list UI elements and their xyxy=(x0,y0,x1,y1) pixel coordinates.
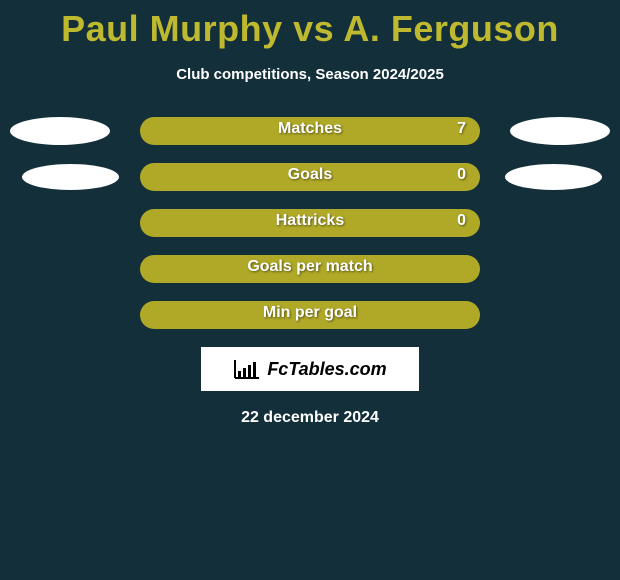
date-text: 22 december 2024 xyxy=(0,409,620,427)
stat-row-mpg: Min per goal xyxy=(0,301,620,329)
bar-chart-icon xyxy=(233,358,261,380)
stat-row-goals: Goals 0 xyxy=(0,163,620,191)
stat-row-hattricks: Hattricks 0 xyxy=(0,209,620,237)
stat-bar: Min per goal xyxy=(140,301,480,329)
stat-label: Goals per match xyxy=(140,258,480,276)
stat-label: Matches xyxy=(140,120,480,138)
stat-label: Hattricks xyxy=(140,212,480,230)
stat-bar: Goals per match xyxy=(140,255,480,283)
ellipse-left xyxy=(22,164,119,190)
stat-row-matches: Matches 7 xyxy=(0,117,620,145)
stat-value-right: 0 xyxy=(457,166,466,184)
stat-bar: Goals 0 xyxy=(140,163,480,191)
stat-value-right: 7 xyxy=(457,120,466,138)
page-subtitle: Club competitions, Season 2024/2025 xyxy=(0,66,620,83)
stat-bar: Matches 7 xyxy=(140,117,480,145)
stat-rows: Matches 7 Goals 0 Hattricks 0 Goals per … xyxy=(0,117,620,329)
ellipse-right xyxy=(505,164,602,190)
stat-row-gpm: Goals per match xyxy=(0,255,620,283)
logo-text: FcTables.com xyxy=(267,359,386,380)
stat-value-right: 0 xyxy=(457,212,466,230)
ellipse-left xyxy=(10,117,110,145)
stat-label: Min per goal xyxy=(140,304,480,322)
stat-label: Goals xyxy=(140,166,480,184)
ellipse-right xyxy=(510,117,610,145)
page-title: Paul Murphy vs A. Ferguson xyxy=(0,0,620,50)
stat-bar: Hattricks 0 xyxy=(140,209,480,237)
logo-box: FcTables.com xyxy=(201,347,419,391)
